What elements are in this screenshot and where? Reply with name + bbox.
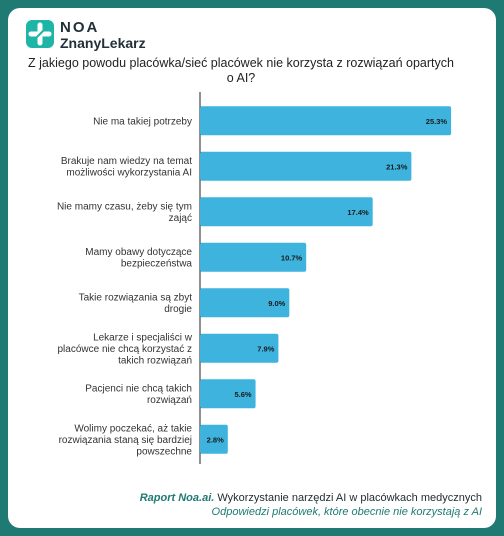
data-label-1: 21.3% bbox=[386, 162, 408, 171]
category-label-5: Lekarze i specjaliści w placówce nie chcą… bbox=[57, 332, 192, 366]
bar-7 bbox=[200, 424, 228, 454]
category-label-5-line-1: placówce nie chcą korzystać z bbox=[57, 344, 192, 355]
category-label-7: Wolimy poczekać, aż takie rozwiązania sta… bbox=[59, 423, 193, 457]
category-label-3-line-1: bezpieczeństwa bbox=[121, 259, 193, 270]
report-source-line: Raport Noa.ai. Wykorzystanie narzędzi AI… bbox=[8, 491, 482, 505]
category-label-3-line-0: Mamy obawy dotyczące bbox=[85, 247, 192, 258]
category-label-6-line-1: rozwiązań bbox=[147, 395, 192, 406]
category-label-7-line-1: rozwiązania staną się bardziej bbox=[59, 435, 192, 446]
znanylekarz-plus-logo-icon bbox=[26, 20, 54, 48]
category-label-1: Brakuje nam wiedzy na temat możliwości wy… bbox=[61, 156, 192, 179]
bar-2 bbox=[200, 197, 373, 227]
category-label-2-line-1: zająć bbox=[169, 213, 192, 224]
category-label-3: Mamy obawy dotyczące bezpieczeństwa bbox=[85, 247, 192, 270]
category-label-2: Nie mamy czasu, żeby się tym zająć bbox=[57, 202, 192, 225]
report-source-title: Wykorzystanie narzędzi AI w placówkach m… bbox=[214, 492, 482, 504]
bar-4 bbox=[200, 288, 290, 318]
data-label-0: 25.3% bbox=[426, 117, 448, 126]
brand-logo: NOA ZnanyLekarz bbox=[26, 14, 176, 54]
bar-5 bbox=[200, 333, 279, 363]
category-label-5-line-0: Lekarze i specjaliści w bbox=[93, 332, 193, 343]
brand-name-znanylekarz: ZnanyLekarz bbox=[60, 35, 146, 51]
bar-3 bbox=[200, 242, 307, 272]
category-label-4: Takie rozwiązania są zbyt drogie bbox=[79, 293, 193, 316]
data-label-3: 10.7% bbox=[281, 253, 303, 262]
brand-name-noa: NOA bbox=[60, 19, 100, 36]
chart-title: Z jakiego powodu placówka/sieć placówek … bbox=[28, 56, 454, 85]
bar-6 bbox=[200, 379, 256, 409]
data-label-5: 7.9% bbox=[257, 344, 274, 353]
report-card: NOA ZnanyLekarz Z jakiego powodu placówk… bbox=[8, 8, 496, 528]
bar-chart: 25.3% Nie ma takiej potrzeby 21.3% Brakuje … bbox=[57, 92, 452, 464]
data-label-2: 17.4% bbox=[347, 208, 369, 217]
category-label-6-line-0: Pacjenci nie chcą takich bbox=[85, 384, 192, 395]
data-label-4: 9.0% bbox=[268, 299, 285, 308]
category-label-6: Pacjenci nie chcą takich rozwiązań bbox=[85, 384, 192, 407]
data-label-7: 2.8% bbox=[207, 435, 224, 444]
category-label-0-line-0: Nie ma takiej potrzeby bbox=[93, 116, 192, 127]
report-source-emphasis: Raport Noa.ai. bbox=[139, 492, 215, 504]
category-label-2-line-0: Nie mamy czasu, żeby się tym bbox=[57, 202, 192, 213]
bar-0 bbox=[200, 106, 452, 136]
category-label-1-line-1: możliwości wykorzystania AI bbox=[66, 168, 192, 179]
bar-1 bbox=[200, 151, 412, 181]
category-label-7-line-2: powszechne bbox=[136, 446, 192, 457]
category-label-5-line-2: takich rozwiązań bbox=[118, 355, 192, 366]
report-subtitle: Odpowiedzi placówek, które obecnie nie k… bbox=[211, 506, 482, 518]
category-label-0: Nie ma takiej potrzeby bbox=[93, 116, 192, 127]
data-label-6: 5.6% bbox=[234, 390, 251, 399]
category-label-4-line-0: Takie rozwiązania są zbyt bbox=[79, 293, 193, 304]
category-label-4-line-1: drogie bbox=[164, 304, 192, 315]
category-label-1-line-0: Brakuje nam wiedzy na temat bbox=[61, 156, 192, 167]
report-subtitle-line: Odpowiedzi placówek, które obecnie nie k… bbox=[8, 505, 482, 519]
category-label-7-line-0: Wolimy poczekać, aż takie bbox=[74, 423, 192, 434]
